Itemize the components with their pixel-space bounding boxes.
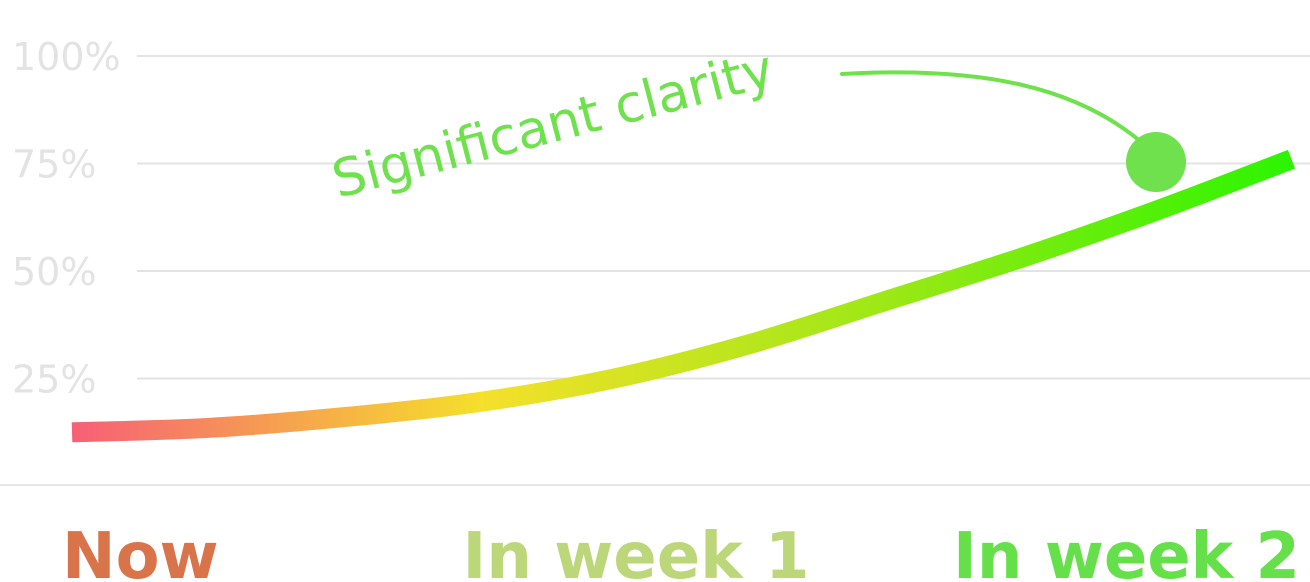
y-tick-label: 25%: [12, 358, 96, 402]
x-tick-label: In week 1: [463, 520, 810, 582]
x-axis-ticks: Now In week 1 In week 2: [62, 520, 1300, 582]
gridlines: [137, 55, 1310, 380]
annotation-marker: [1126, 132, 1186, 192]
series-group: [71, 149, 1296, 443]
x-tick-label: In week 2: [953, 520, 1300, 582]
clarity-line: [71, 149, 1296, 443]
y-tick-label: 100%: [12, 35, 121, 79]
annotation-group: Significant clarity: [326, 39, 1186, 211]
x-tick-label: Now: [62, 520, 219, 582]
y-tick-label: 50%: [12, 250, 96, 294]
y-axis-ticks: 25% 50% 75% 100%: [12, 35, 121, 402]
y-tick-label: 75%: [12, 143, 96, 187]
annotation-leader: [840, 70, 1150, 150]
annotation-text: Significant clarity: [326, 39, 779, 210]
